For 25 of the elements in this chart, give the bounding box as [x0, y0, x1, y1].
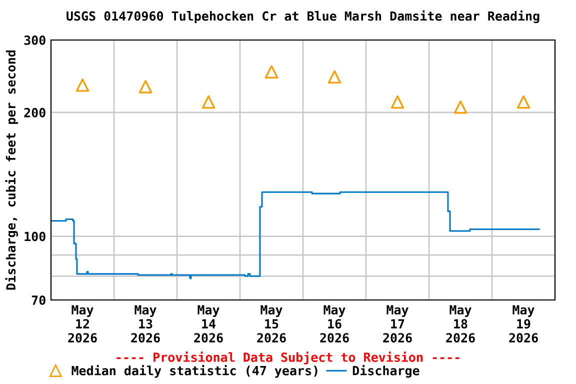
y-tick-label: 70	[32, 295, 46, 305]
point	[454, 100, 468, 114]
chart-title: USGS 01470960 Tulpehocken Cr at Blue Marsh Damsite near Reading	[66, 10, 540, 24]
x-tick-label: May 17 2026	[383, 305, 412, 343]
x-tick-label: May 16 2026	[320, 305, 349, 343]
point	[328, 70, 342, 84]
x-tick-label: May 19 2026	[509, 305, 538, 343]
point	[516, 95, 530, 109]
x-tick-label: May 13 2026	[131, 305, 160, 343]
point	[202, 95, 216, 109]
point	[138, 80, 152, 94]
y-tick-label: 100	[24, 232, 46, 242]
y-tick-label: 300	[24, 35, 46, 45]
point	[76, 78, 90, 92]
y-tick-label: 200	[24, 108, 46, 118]
point	[264, 65, 278, 79]
point	[390, 95, 404, 109]
x-tick-label: May 18 2026	[446, 305, 475, 343]
text: ---- Provisional Data Subject to Revision ----	[116, 352, 460, 364]
x-tick-label: May 12 2026	[68, 305, 97, 343]
x-tick-label: May 14 2026	[194, 305, 223, 343]
legend-label: Discharge	[352, 364, 420, 378]
y-axis-title: Discharge, cubic feet per second	[5, 50, 18, 290]
legend-label: Median daily statistic (47 years)	[72, 364, 318, 378]
x-tick-label: May 15 2026	[257, 305, 286, 343]
